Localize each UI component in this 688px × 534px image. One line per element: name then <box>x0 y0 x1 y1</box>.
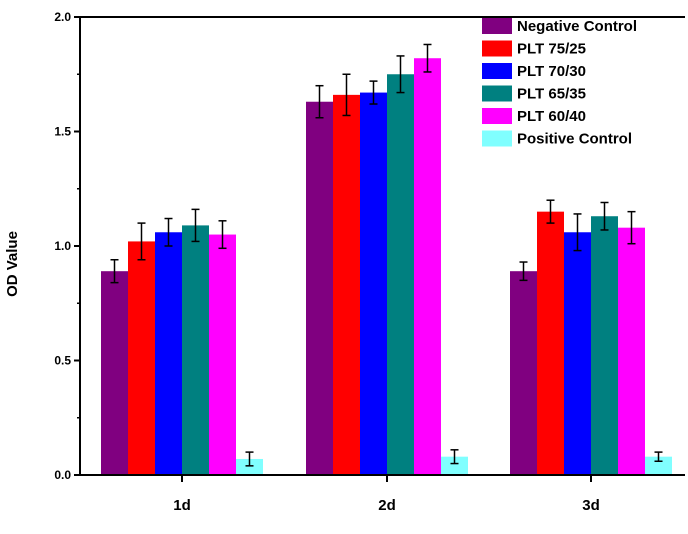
bar-3d-6 <box>645 456 672 475</box>
error-bar-3d-3 <box>573 213 582 252</box>
legend-item-3: PLT 70/30 <box>482 63 586 80</box>
error-bar-2d-1 <box>315 84 324 119</box>
x-tick-label-3d: 3d <box>582 497 600 514</box>
error-bar-1d-3 <box>164 217 173 247</box>
error-bar-2d-3 <box>369 80 378 105</box>
y-tick-label: 2.0 <box>54 10 71 24</box>
bar-2d-1 <box>306 101 333 475</box>
axes: 1d 2d 3d 0.0 0.5 1.0 1.5 2.0 <box>54 10 685 514</box>
bar-2d-3 <box>360 92 387 475</box>
legend-item-5: PLT 60/40 <box>482 108 586 125</box>
error-bar-2d-5 <box>423 43 432 73</box>
bar-3d-4 <box>591 216 618 476</box>
y-tick-label: 0.5 <box>54 354 71 368</box>
legend-label: Positive Control <box>517 131 632 148</box>
bar-group-1d <box>101 208 263 475</box>
legend-label: PLT 70/30 <box>517 63 586 80</box>
legend-swatch <box>482 63 512 79</box>
bar-1d-6 <box>236 458 263 475</box>
error-bar-2d-6 <box>450 449 459 465</box>
y-tick-label: 0.0 <box>54 468 71 482</box>
error-bar-2d-4 <box>396 55 405 94</box>
legend-label: Negative Control <box>517 18 637 35</box>
error-bar-1d-1 <box>110 258 119 284</box>
bar-2d-5 <box>414 58 441 475</box>
legend-item-4: PLT 65/35 <box>482 85 586 103</box>
legend-item-2: PLT 75/25 <box>482 40 586 58</box>
legend-swatch <box>482 18 512 34</box>
legend-label: PLT 75/25 <box>517 41 586 58</box>
error-bar-3d-6 <box>654 451 663 463</box>
error-bar-3d-5 <box>627 210 636 245</box>
error-bar-1d-4 <box>191 208 200 243</box>
bar-2d-2 <box>333 94 360 476</box>
bar-1d-4 <box>182 225 209 475</box>
bar-3d-3 <box>564 232 591 475</box>
legend-swatch <box>482 85 512 102</box>
bar-group-3d <box>510 199 672 476</box>
bar-3d-1 <box>510 271 537 475</box>
bar-1d-5 <box>209 234 236 475</box>
error-bar-1d-6 <box>245 451 254 467</box>
bar-3d-5 <box>618 227 645 475</box>
bar-1d-3 <box>155 232 182 475</box>
y-tick-label: 1.5 <box>54 125 71 139</box>
bar-2d-6 <box>441 456 468 475</box>
legend-item-1: Negative Control <box>482 18 637 35</box>
bar-3d-2 <box>537 211 564 475</box>
error-bar-1d-2 <box>137 222 146 261</box>
legend-item-6: Positive Control <box>482 130 632 148</box>
x-tick-label-1d: 1d <box>173 497 191 514</box>
legend: Negative Control PLT 75/25 PLT 70/30 PLT 65… <box>482 18 637 148</box>
bar-1d-2 <box>128 241 155 475</box>
y-axis-title: OD Value <box>4 231 21 297</box>
error-bar-1d-5 <box>218 220 227 250</box>
legend-label: PLT 65/35 <box>517 86 586 103</box>
legend-swatch <box>482 40 512 57</box>
error-bar-2d-2 <box>342 73 351 117</box>
bar-2d-4 <box>387 74 414 475</box>
error-bar-3d-1 <box>519 261 528 282</box>
x-tick-label-2d: 2d <box>378 497 396 514</box>
legend-swatch <box>482 130 512 147</box>
legend-swatch <box>482 108 512 124</box>
y-tick-label: 1.0 <box>54 239 71 253</box>
error-bar-3d-4 <box>600 201 609 231</box>
bar-1d-1 <box>101 271 128 475</box>
error-bar-3d-2 <box>546 199 555 224</box>
bar-group-2d <box>306 43 468 476</box>
legend-label: PLT 60/40 <box>517 108 586 125</box>
bars <box>101 43 672 476</box>
